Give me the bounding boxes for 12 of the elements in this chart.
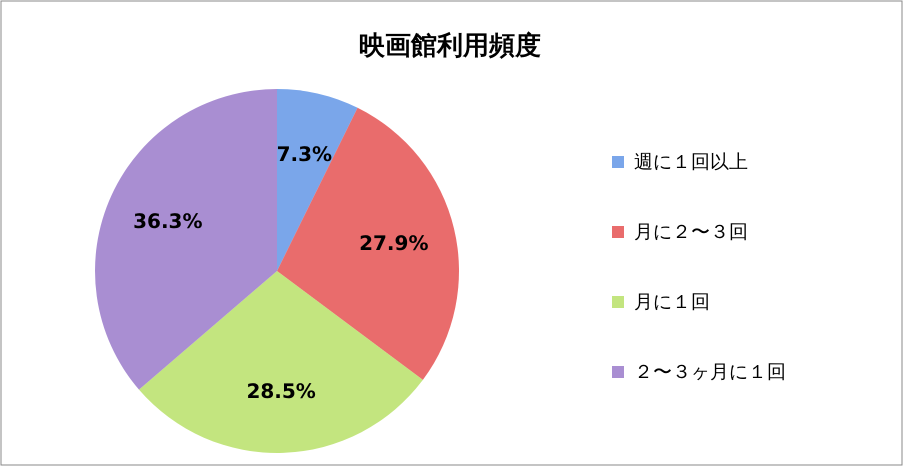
- data-label: 36.3%: [133, 208, 203, 233]
- legend-label: ２〜３ヶ月に１回: [634, 361, 786, 383]
- data-label: 27.9%: [359, 230, 428, 255]
- legend-label: 月に１回: [634, 291, 710, 313]
- pie-slice: [277, 108, 459, 380]
- pie-slice: [138, 271, 423, 453]
- data-label: 7.3%: [276, 142, 332, 166]
- data-label: 28.5%: [246, 379, 316, 404]
- pie-slice: [277, 89, 358, 271]
- legend-label: 週に１回以上: [634, 151, 748, 173]
- chart-title: 映画館利用頻度: [359, 31, 541, 61]
- legend-label: 月に２〜３回: [634, 221, 748, 243]
